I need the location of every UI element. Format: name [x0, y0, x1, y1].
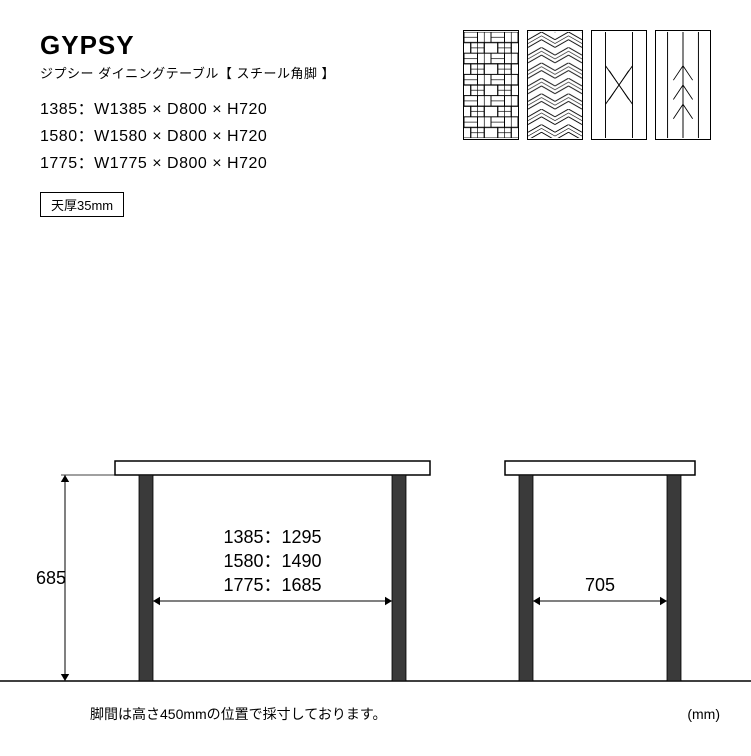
product-title: GYPSY [40, 30, 463, 61]
side-inner-dim: 705 [585, 575, 615, 595]
pattern-swatch-herringbone [527, 30, 583, 140]
unit-label: (mm) [687, 706, 720, 722]
pattern-swatch-branch [655, 30, 711, 140]
spec-row: 1385：W1385 × D800 × H720 [40, 96, 463, 123]
footnote: 脚間は高さ450mmの位置で採寸しております。 [90, 706, 386, 722]
front-inner-dim: 1580：1490 [223, 551, 321, 571]
spec-row: 1775：W1775 × D800 × H720 [40, 150, 463, 177]
height-dim: 685 [36, 568, 66, 588]
front-inner-dim: 1775：1685 [223, 575, 321, 595]
product-subtitle: ジプシー ダイニングテーブル【 スチール角脚 】 [40, 63, 463, 82]
pattern-swatches [463, 30, 711, 140]
spec-list: 1385：W1385 × D800 × H720 1580：W1580 × D8… [40, 96, 463, 178]
spec-row: 1580：W1580 × D800 × H720 [40, 123, 463, 150]
technical-drawing: 685 1385：1295 1580：1490 1775：1685 705 脚間は高さ45… [0, 331, 751, 751]
pattern-swatch-cross [591, 30, 647, 140]
pattern-swatch-brick [463, 30, 519, 140]
thickness-badge: 天厚35mm [40, 192, 124, 217]
front-inner-dim: 1385：1295 [223, 527, 321, 547]
